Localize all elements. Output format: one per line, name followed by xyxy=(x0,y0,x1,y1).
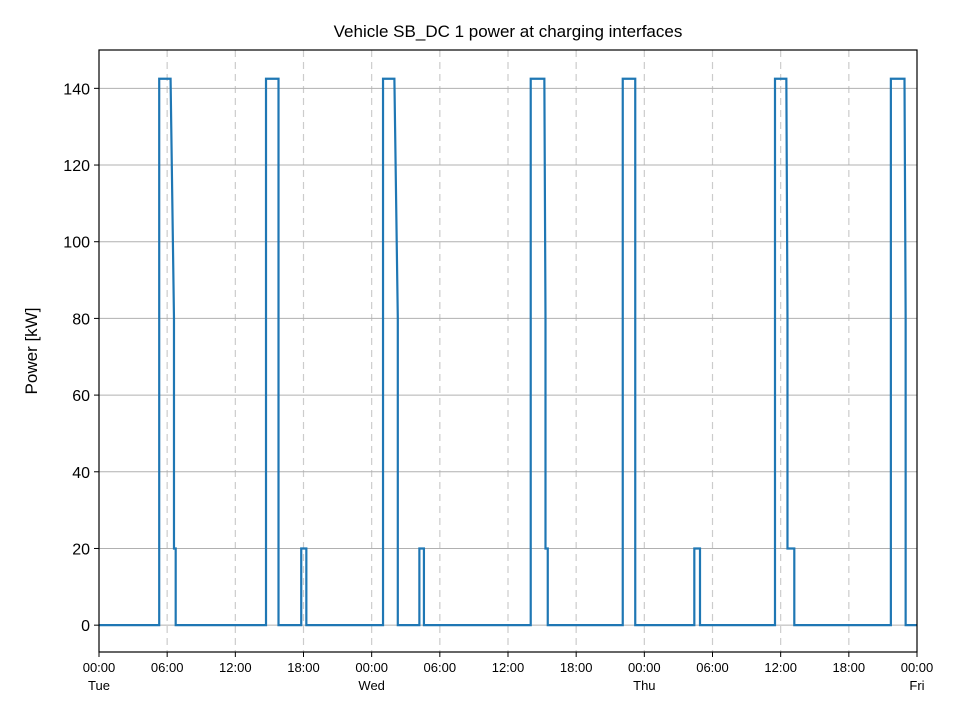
x-tick-label: 06:00 xyxy=(424,660,457,675)
x-tick-label: 12:00 xyxy=(492,660,525,675)
x-tick-label: 12:00 xyxy=(219,660,252,675)
x-tick-label: 00:00 xyxy=(83,660,116,675)
x-tick-label: 18:00 xyxy=(833,660,866,675)
x-tick-label: 18:00 xyxy=(560,660,593,675)
x-tick-label: 00:00 xyxy=(901,660,934,675)
x-tick-label: 18:00 xyxy=(287,660,320,675)
x-tick-day-label: Tue xyxy=(88,678,110,693)
y-tick-label: 80 xyxy=(72,311,90,328)
x-tick-day-label: Wed xyxy=(358,678,385,693)
y-axis-label: Power [kW] xyxy=(22,308,41,395)
x-tick-label: 00:00 xyxy=(628,660,661,675)
x-tick-day-label: Thu xyxy=(633,678,655,693)
y-tick-label: 60 xyxy=(72,388,90,405)
y-tick-label: 120 xyxy=(63,158,90,175)
x-tick-label: 12:00 xyxy=(764,660,797,675)
x-tick-label: 06:00 xyxy=(151,660,184,675)
y-tick-label: 140 xyxy=(63,81,90,98)
chart-title: Vehicle SB_DC 1 power at charging interf… xyxy=(334,22,683,41)
x-tick-label: 00:00 xyxy=(355,660,388,675)
y-tick-label: 40 xyxy=(72,465,90,482)
x-tick-day-label: Fri xyxy=(909,678,924,693)
y-tick-label: 0 xyxy=(81,618,90,635)
y-axis-ticks: 0 20 40 60 80 100 120 140 xyxy=(63,81,99,635)
x-tick-label: 06:00 xyxy=(696,660,729,675)
vertical-grid xyxy=(167,50,849,652)
y-tick-label: 20 xyxy=(72,541,90,558)
y-tick-label: 100 xyxy=(63,235,90,252)
x-axis-ticks: 00:00 Tue 06:00 12:00 18:00 00:00 Wed 06:00 12:0… xyxy=(83,652,934,693)
